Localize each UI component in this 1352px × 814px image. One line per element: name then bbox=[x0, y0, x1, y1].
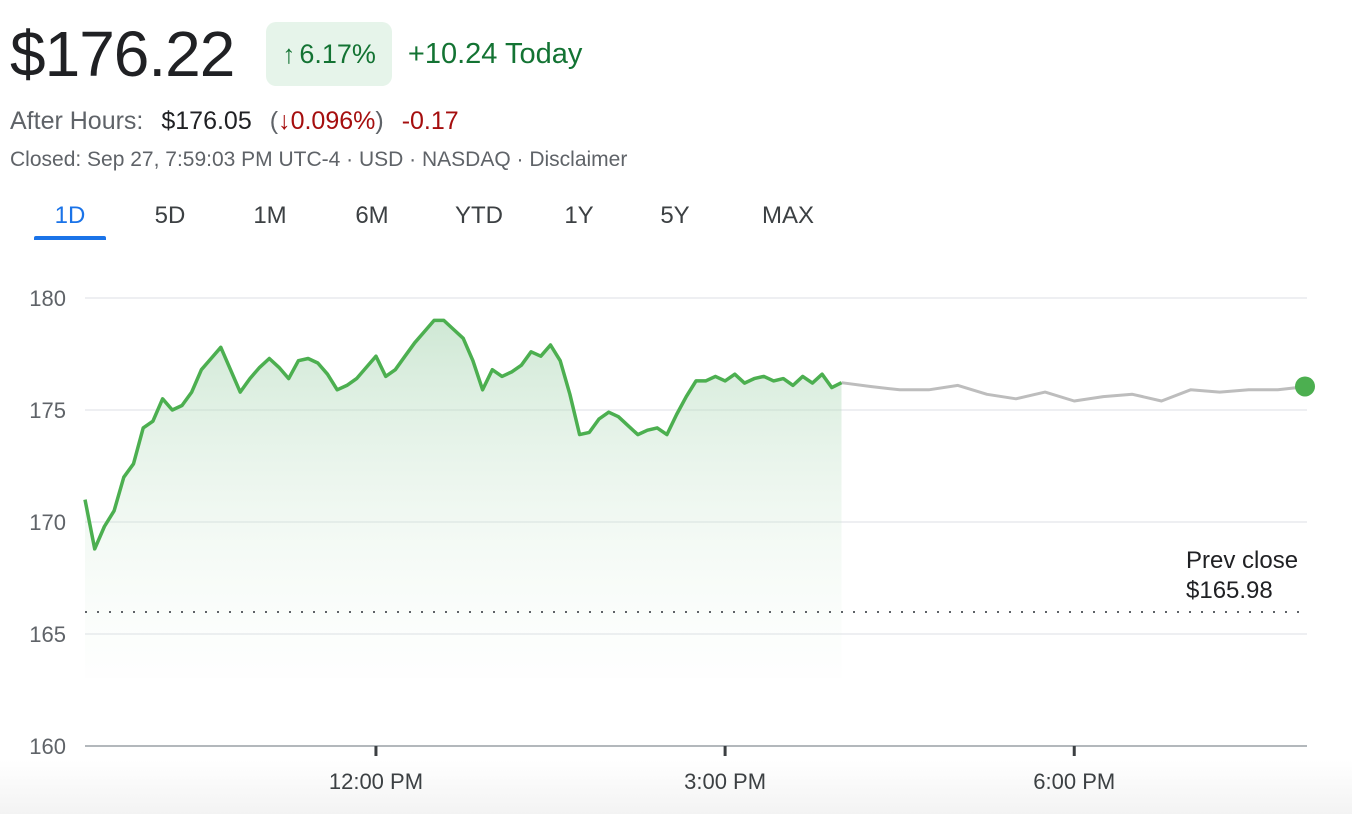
price-row: $176.22 ↑ 6.17% +10.24 Today bbox=[10, 14, 627, 94]
tab-1m[interactable]: 1M bbox=[253, 202, 287, 229]
prev-close-value: $165.98 bbox=[1186, 577, 1273, 604]
regular-session-series-line bbox=[83, 318, 843, 551]
tab-1d[interactable]: 1D bbox=[34, 196, 106, 240]
change-percent: 6.17% bbox=[299, 38, 376, 69]
after-hours-row: After Hours: $176.05 (↓0.096%) -0.17 bbox=[10, 104, 627, 138]
after-hours-percent: (↓0.096%) bbox=[269, 106, 384, 135]
tab-1y[interactable]: 1Y bbox=[564, 202, 594, 229]
x-tick-label: 3:00 PM bbox=[684, 769, 766, 794]
y-tick-label: 160 bbox=[29, 734, 66, 759]
range-tabs: 1D 5D 1M 6M YTD 1Y 5Y MAX bbox=[10, 196, 828, 244]
after-hours-price: $176.05 bbox=[161, 106, 252, 135]
tab-5d[interactable]: 5D bbox=[154, 202, 186, 229]
last-price-dot bbox=[1295, 376, 1315, 397]
bottom-fade bbox=[0, 760, 1352, 814]
change-percent-badge: ↑ 6.17% bbox=[266, 22, 392, 86]
tab-5y[interactable]: 5Y bbox=[660, 202, 690, 229]
current-price: $176.22 bbox=[10, 18, 235, 90]
quote-header: $176.22 ↑ 6.17% +10.24 Today After Hours… bbox=[10, 14, 627, 172]
closed-info: Closed: Sep 27, 7:59:03 PM UTC-4 · USD ·… bbox=[10, 148, 628, 171]
change-today: +10.24 Today bbox=[407, 37, 583, 70]
arrow-up-icon: ↑ bbox=[282, 38, 296, 69]
prev-close-label: Prev close bbox=[1186, 547, 1298, 574]
price-chart: 180 175 170 165 160 12:00 PM 3:00 PM 6:00 PM Pr… bbox=[29, 286, 1315, 794]
after-hours-series-line bbox=[841, 381, 1308, 403]
y-tick-label: 180 bbox=[29, 286, 66, 311]
tab-ytd[interactable]: YTD bbox=[455, 202, 503, 229]
x-tick-label: 6:00 PM bbox=[1033, 769, 1115, 794]
arrow-down-icon: ↓ bbox=[278, 106, 291, 135]
x-tick-label: 12:00 PM bbox=[329, 769, 423, 794]
tab-max[interactable]: MAX bbox=[761, 202, 814, 229]
after-hours-percent-value: 0.096% bbox=[290, 106, 376, 135]
y-tick-label: 170 bbox=[29, 510, 66, 535]
after-hours-label: After Hours: bbox=[10, 106, 144, 135]
tab-6m[interactable]: 6M bbox=[355, 202, 389, 229]
y-tick-label: 165 bbox=[29, 622, 66, 647]
y-tick-label: 175 bbox=[29, 398, 66, 423]
price-area-fill bbox=[85, 320, 842, 678]
after-hours-change: -0.17 bbox=[401, 106, 459, 135]
